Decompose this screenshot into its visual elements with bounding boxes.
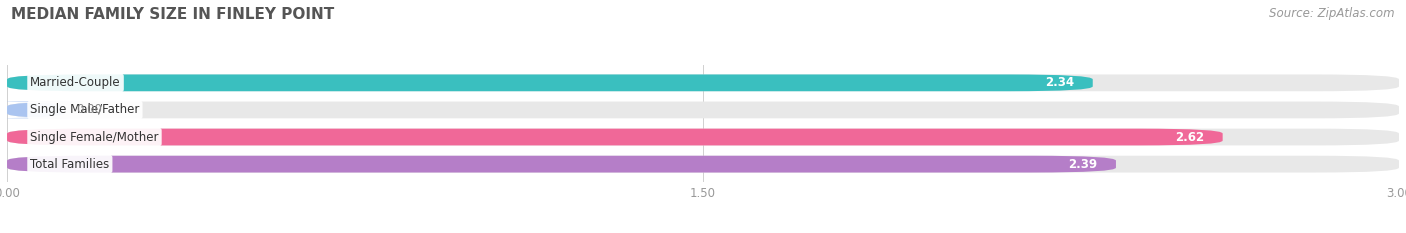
Text: MEDIAN FAMILY SIZE IN FINLEY POINT: MEDIAN FAMILY SIZE IN FINLEY POINT <box>11 7 335 22</box>
FancyBboxPatch shape <box>7 129 1223 145</box>
Text: 2.34: 2.34 <box>1045 76 1074 89</box>
Text: 0.00: 0.00 <box>76 103 103 116</box>
Text: Married-Couple: Married-Couple <box>31 76 121 89</box>
Text: Total Families: Total Families <box>31 158 110 171</box>
Text: Single Male/Father: Single Male/Father <box>31 103 139 116</box>
FancyBboxPatch shape <box>7 129 1399 145</box>
Text: 2.62: 2.62 <box>1175 130 1204 144</box>
FancyBboxPatch shape <box>0 102 90 118</box>
Text: 2.39: 2.39 <box>1069 158 1098 171</box>
FancyBboxPatch shape <box>7 102 1399 118</box>
Text: Single Female/Mother: Single Female/Mother <box>31 130 159 144</box>
FancyBboxPatch shape <box>7 75 1399 91</box>
FancyBboxPatch shape <box>7 75 1092 91</box>
Text: Source: ZipAtlas.com: Source: ZipAtlas.com <box>1270 7 1395 20</box>
FancyBboxPatch shape <box>7 156 1116 172</box>
FancyBboxPatch shape <box>7 156 1399 172</box>
